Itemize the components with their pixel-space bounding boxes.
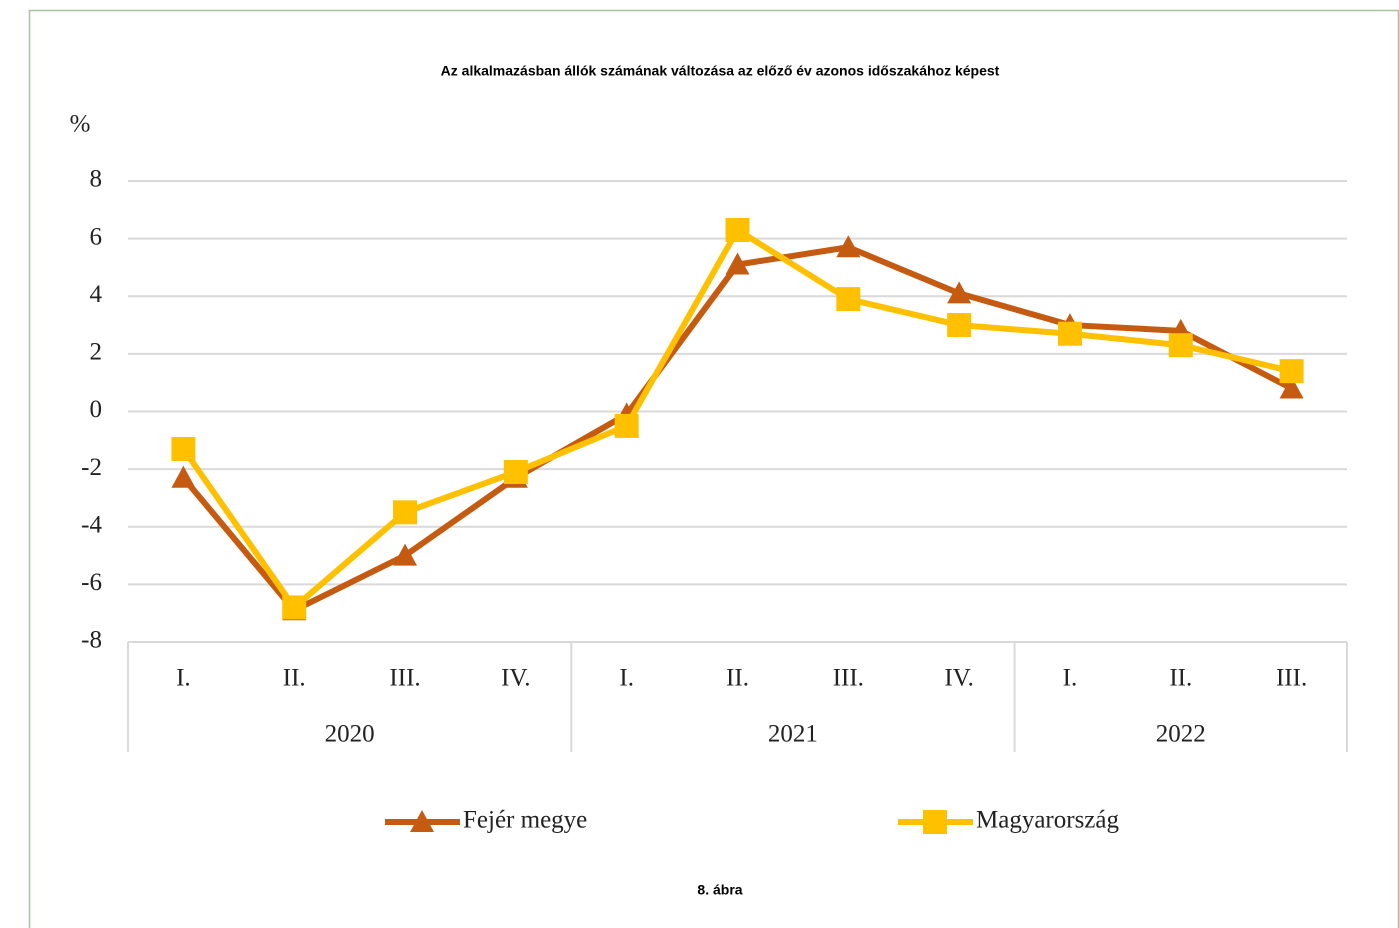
x-tick-label: IV. (501, 665, 530, 692)
series-line (181, 244, 1293, 614)
marker (171, 465, 196, 488)
x-tick-label: III. (389, 665, 420, 692)
marker (836, 287, 861, 312)
caption: 8. ábra (697, 882, 742, 898)
x-tick-label: IV. (944, 665, 973, 692)
marker (1168, 333, 1193, 358)
x-tick-label: I. (1063, 665, 1078, 692)
x-group-label: 2021 (768, 721, 818, 748)
x-tick-label: I. (619, 665, 634, 692)
legend-label: Magyarország (976, 807, 1119, 834)
y-tick-label: 6 (90, 223, 103, 250)
chart-title: Az alkalmazásban állók számának változás… (441, 63, 1000, 79)
legend-label: Fejér megye (463, 807, 587, 834)
y-tick-label: 4 (90, 281, 103, 308)
x-tick-label: III. (1276, 665, 1307, 692)
x-group-label: 2020 (325, 721, 375, 748)
marker (614, 413, 639, 438)
marker (282, 595, 307, 620)
y-tick-label: -6 (81, 569, 102, 596)
y-tick-label: -8 (81, 627, 102, 654)
series-line (180, 226, 1293, 611)
y-unit: % (70, 111, 91, 138)
y-tick-label: 2 (90, 339, 103, 366)
x-tick-label: III. (833, 665, 864, 692)
marker (725, 217, 750, 242)
marker (1279, 376, 1304, 399)
marker (836, 235, 861, 258)
x-tick-label: I. (176, 665, 191, 692)
legend-marker (410, 810, 434, 832)
marker (503, 460, 528, 485)
marker (1279, 359, 1304, 384)
marker (393, 500, 418, 525)
y-tick-label: -4 (81, 511, 102, 538)
y-tick-label: 8 (90, 166, 103, 193)
marker (947, 313, 972, 338)
y-tick-label: -2 (81, 454, 102, 481)
marker (725, 252, 750, 275)
legend-marker (923, 810, 947, 834)
x-tick-label: II. (726, 665, 749, 692)
x-tick-label: II. (283, 665, 306, 692)
marker (1057, 321, 1082, 346)
y-tick-label: 0 (90, 396, 103, 423)
x-group-label: 2022 (1156, 721, 1206, 748)
marker (393, 543, 418, 566)
x-tick-label: II. (1169, 665, 1192, 692)
marker (947, 281, 972, 304)
marker (171, 436, 196, 461)
